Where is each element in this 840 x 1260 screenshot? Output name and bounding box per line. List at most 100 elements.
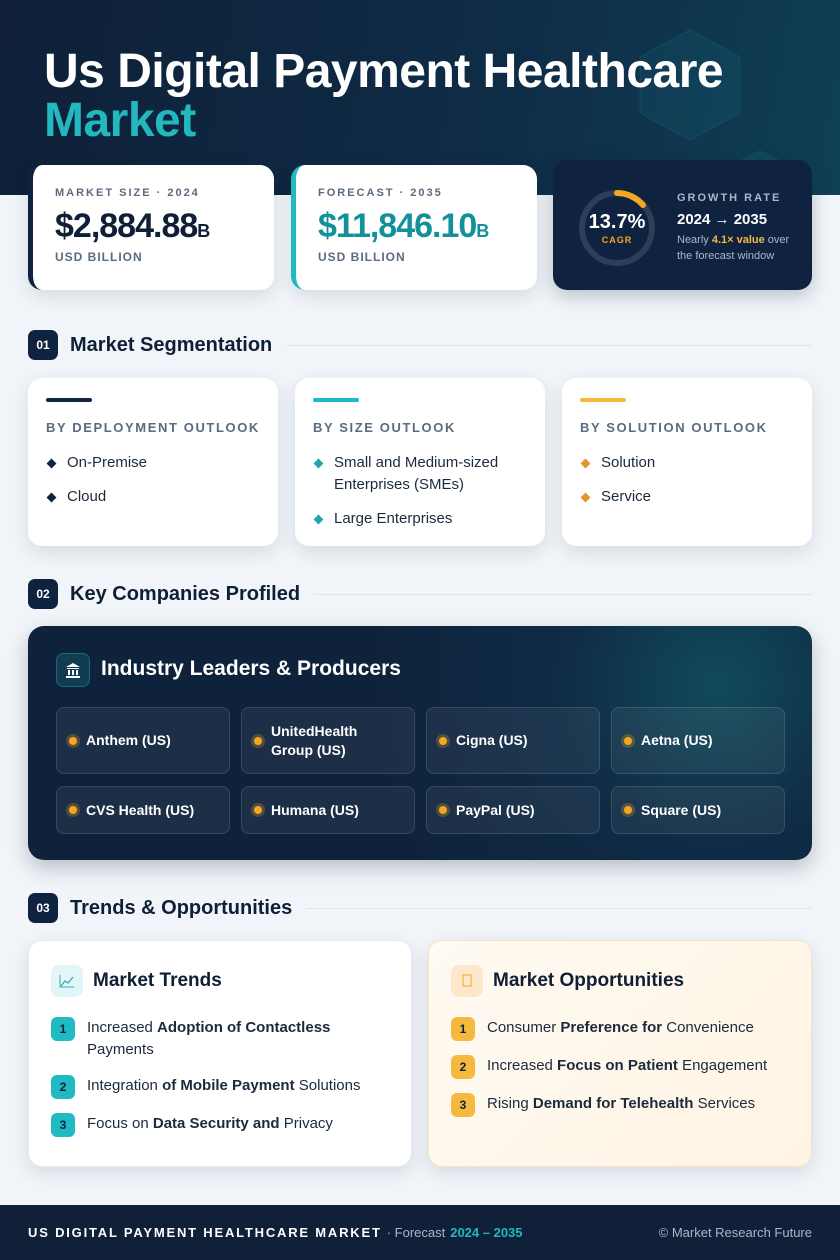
bold-text: Focus on Patient [557, 1057, 678, 1074]
segment-title: BY DEPLOYMENT OUTLOOK [46, 420, 260, 435]
stat-caption: USD BILLION [55, 250, 143, 264]
companies-panel: Industry Leaders & Producers Anthem (US) U… [28, 626, 812, 860]
item-number: 1 [451, 1017, 475, 1041]
card-title: Market Opportunities [493, 970, 685, 991]
item-number: 3 [451, 1093, 475, 1117]
card-header: Market Trends [51, 965, 389, 997]
text: Rising [487, 1095, 533, 1112]
list-item: 3 Focus on Data Security and Privacy [51, 1113, 389, 1137]
company-name: UnitedHealth Group (US) [271, 722, 358, 758]
segment-item: Large Enterprises [313, 508, 527, 530]
section-title: Key Companies Profiled [70, 582, 301, 605]
text: Services [693, 1095, 756, 1112]
unit: B [197, 221, 211, 241]
divider [306, 907, 812, 909]
bullet [313, 458, 324, 469]
segment-item: Small and Medium-sized Enterprises (SMEs… [313, 452, 527, 496]
text: Convenience [662, 1019, 754, 1036]
accent-bar [313, 398, 359, 402]
company-name: Cigna (US) [456, 732, 528, 748]
text: Payments [87, 1041, 154, 1058]
list-item: 2 Integration of Mobile Payment Solutions [51, 1075, 389, 1099]
footer-title: US DIGITAL PAYMENT HEALTHCARE MARKET [28, 1225, 382, 1240]
stat-label: MARKET SIZE · 2024 [55, 187, 200, 199]
stat-card: FORECAST · 2035 $11,846.10B USD BILLION [291, 165, 537, 290]
company-name: Aetna (US) [641, 732, 713, 748]
dot [439, 806, 447, 814]
text: Integration [87, 1077, 163, 1094]
icon [51, 965, 83, 997]
stat-card: MARKET SIZE · 2024 $2,884.88B USD BILLION [28, 165, 274, 290]
panel-title: Industry Leaders & Producers [101, 657, 401, 680]
trends-card: Market Trends 1 Increased Adoption of Cont… [28, 940, 412, 1167]
bullet [46, 492, 57, 503]
unit: B [476, 221, 490, 241]
section-title: Trends & Opportunities [70, 896, 293, 919]
growth-card: 13.7% CAGR GROWTH RATE 2024 → 2035 Nearly 4.… [553, 160, 812, 290]
dot [69, 806, 77, 814]
item-text: Large Enterprises [334, 510, 453, 527]
segment-item: Solution [580, 452, 794, 474]
idea-icon [462, 974, 472, 987]
title-highlight: Market [44, 94, 196, 147]
company-chip: UnitedHealth Group (US) [241, 707, 415, 774]
section-number: 03 [28, 893, 58, 923]
text: Solutions [294, 1077, 361, 1094]
section-header: 02 Key Companies Profiled [28, 579, 812, 609]
item-number: 3 [51, 1113, 75, 1137]
item-text: Service [601, 488, 652, 505]
section-title: Market Segmentation [70, 333, 273, 356]
item-text: Cloud [67, 488, 107, 505]
segment-card: BY SIZE OUTLOOK Small and Medium-sized En… [295, 378, 545, 546]
accent-bar [46, 398, 92, 402]
item-text: Increased Adoption of Contactless Paymen… [87, 1017, 389, 1061]
bullet [580, 458, 591, 469]
company-chip: Square (US) [611, 786, 785, 834]
divider [286, 344, 812, 346]
company-name: PayPal (US) [456, 801, 535, 818]
list-item: 1 Consumer Preference for Convenience [451, 1017, 789, 1041]
item-text: Small and Medium-sized Enterprises (SMEs… [334, 454, 499, 493]
list-item: 1 Increased Adoption of Contactless Payme… [51, 1017, 389, 1061]
text: over the forecast window [677, 234, 790, 262]
dot [439, 736, 447, 745]
bold-text: Adoption of Contactless [157, 1019, 331, 1036]
card-header: Market Opportunities [451, 965, 789, 997]
company-chip: Aetna (US) [611, 707, 785, 774]
company-chip: Cigna (US) [426, 707, 600, 774]
item-text: Rising Demand for Telehealth Services [487, 1093, 755, 1117]
bold-text: Demand for Telehealth [532, 1095, 694, 1112]
section-number: 01 [28, 330, 58, 360]
company-name: Humana (US) [271, 801, 359, 818]
company-chip: CVS Health (US) [56, 786, 230, 834]
section-number: 02 [28, 579, 58, 609]
bank-icon [56, 653, 90, 687]
segment-card: BY SOLUTION OUTLOOK Solution Service [562, 378, 812, 546]
bold-text: 4.1× value [711, 234, 765, 246]
divider [314, 593, 812, 595]
bullet [580, 492, 591, 503]
segment-item: Service [580, 486, 794, 508]
bold-text: Data Security and [152, 1115, 280, 1132]
segment-title: BY SIZE OUTLOOK [313, 420, 456, 435]
growth-note: Nearly 4.1× value over the forecast wind… [677, 232, 802, 264]
dot [624, 806, 632, 814]
text: Increased [87, 1019, 158, 1036]
item-number: 1 [51, 1017, 75, 1041]
bullet [46, 458, 57, 469]
company-chip: Humana (US) [241, 786, 415, 834]
item-number: 2 [51, 1075, 75, 1099]
opportunities-card: Market Opportunities 1 Consumer Preference… [428, 940, 812, 1167]
value: $11,846.10 [318, 207, 477, 245]
item-text: On-Premise [67, 454, 148, 471]
stat-value: $11,846.10B [318, 207, 537, 246]
item-text: Focus on Data Security and Privacy [87, 1113, 333, 1137]
cagr-label: CAGR [601, 235, 633, 245]
footer: US DIGITAL PAYMENT HEALTHCARE MARKET · Fo… [0, 1205, 840, 1260]
company-chip: Anthem (US) [56, 707, 230, 774]
footer-period: 2024 – 2035 [450, 1225, 523, 1240]
company-name: CVS Health (US) [86, 801, 195, 818]
bold-text: of Mobile Payment [162, 1077, 295, 1094]
item-text: Solution [601, 454, 656, 471]
